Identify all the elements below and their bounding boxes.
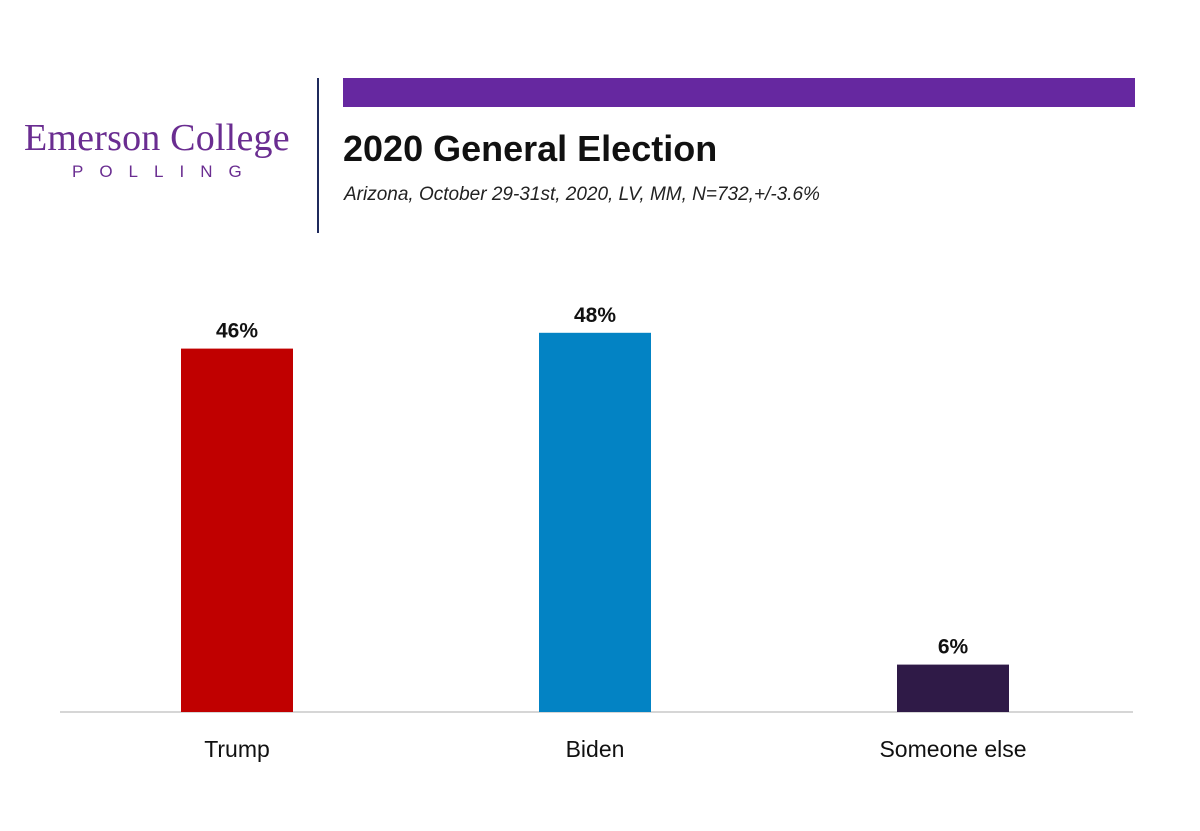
category-label: Trump (204, 736, 270, 762)
chart-title: 2020 General Election (343, 128, 718, 169)
title-band (343, 78, 1135, 107)
header-divider (317, 78, 319, 233)
data-label: 6% (938, 636, 969, 659)
category-label: Someone else (879, 736, 1026, 762)
emerson-polling-logo: Emerson College POLLING (24, 116, 294, 182)
data-label: 46% (216, 320, 258, 343)
bar-trump (181, 348, 293, 712)
bar-someone-else (897, 664, 1009, 712)
logo-name: Emerson College (24, 117, 290, 159)
chart-subtitle: Arizona, October 29-31st, 2020, LV, MM, … (344, 184, 820, 205)
logo-sub: POLLING (72, 162, 258, 181)
data-label: 48% (574, 304, 616, 327)
category-label: Biden (566, 736, 625, 762)
bar-biden (539, 332, 651, 712)
